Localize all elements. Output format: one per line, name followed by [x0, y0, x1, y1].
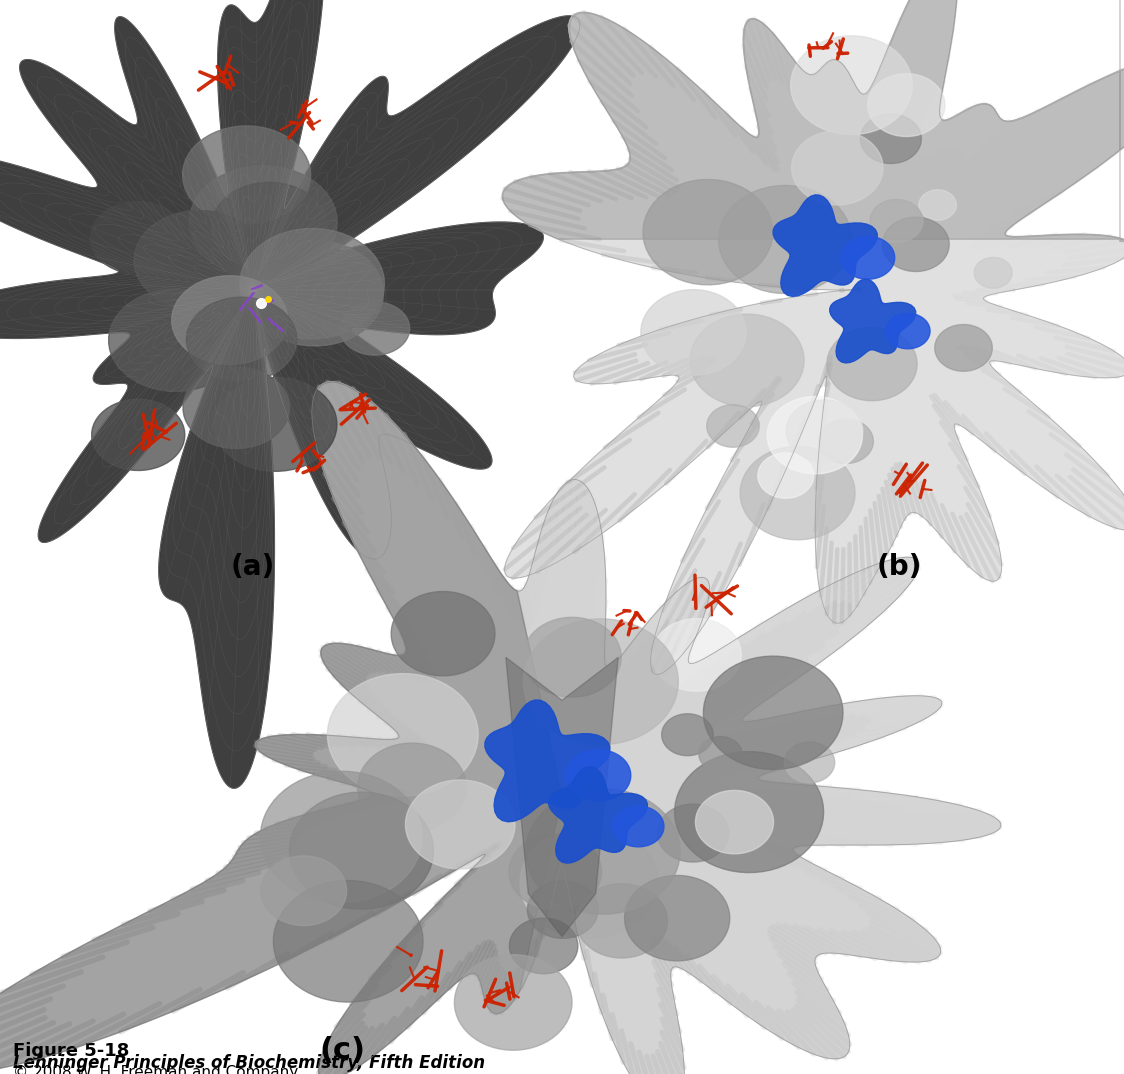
Text: (c): (c) [320, 1035, 365, 1065]
Polygon shape [658, 804, 728, 862]
Polygon shape [690, 314, 804, 407]
Polygon shape [652, 619, 742, 692]
Polygon shape [239, 229, 384, 339]
Polygon shape [90, 202, 185, 274]
Polygon shape [935, 324, 992, 372]
Text: (a): (a) [230, 553, 275, 581]
Polygon shape [454, 955, 572, 1050]
Polygon shape [791, 131, 883, 205]
Polygon shape [870, 200, 923, 243]
Polygon shape [786, 400, 863, 462]
Polygon shape [261, 771, 423, 902]
Polygon shape [506, 657, 618, 937]
Polygon shape [818, 419, 873, 464]
Polygon shape [566, 750, 631, 801]
Polygon shape [0, 382, 1000, 1074]
Polygon shape [641, 290, 746, 375]
Polygon shape [526, 788, 680, 914]
Polygon shape [882, 217, 950, 272]
Polygon shape [830, 279, 916, 363]
Polygon shape [704, 656, 843, 769]
Polygon shape [290, 793, 434, 910]
Text: Lehninger Principles of Biochemistry, Fifth Edition: Lehninger Principles of Biochemistry, Fi… [13, 1054, 486, 1072]
Polygon shape [674, 752, 824, 872]
Polygon shape [919, 190, 957, 220]
Polygon shape [613, 807, 664, 846]
Polygon shape [699, 737, 742, 771]
Polygon shape [868, 74, 945, 136]
Polygon shape [273, 881, 423, 1002]
Polygon shape [246, 241, 383, 346]
Polygon shape [391, 592, 495, 676]
Polygon shape [183, 367, 290, 449]
Polygon shape [261, 856, 346, 926]
Polygon shape [785, 742, 835, 783]
Polygon shape [662, 714, 714, 756]
Polygon shape [502, 0, 1124, 674]
Polygon shape [92, 400, 184, 470]
Polygon shape [975, 258, 1013, 288]
Polygon shape [643, 179, 773, 285]
Polygon shape [339, 302, 410, 355]
Polygon shape [0, 382, 562, 1074]
Text: (b): (b) [877, 553, 922, 581]
Polygon shape [509, 834, 601, 910]
Polygon shape [327, 673, 478, 796]
Polygon shape [215, 377, 337, 471]
Polygon shape [577, 884, 668, 958]
Polygon shape [509, 918, 578, 974]
Polygon shape [827, 328, 917, 401]
Polygon shape [773, 194, 877, 296]
Polygon shape [406, 780, 515, 869]
Polygon shape [182, 126, 310, 223]
Polygon shape [718, 186, 852, 293]
Polygon shape [886, 314, 930, 349]
Polygon shape [790, 35, 913, 134]
Text: © 2008 W. H. Freeman and Company: © 2008 W. H. Freeman and Company [13, 1065, 299, 1074]
Polygon shape [841, 236, 895, 279]
Polygon shape [189, 165, 337, 279]
Polygon shape [172, 276, 288, 364]
Polygon shape [707, 405, 759, 447]
Polygon shape [625, 875, 729, 961]
Polygon shape [549, 767, 647, 863]
Polygon shape [861, 114, 922, 163]
Polygon shape [134, 211, 264, 310]
Polygon shape [758, 453, 814, 498]
Polygon shape [520, 826, 659, 939]
Text: Figure 5-18: Figure 5-18 [13, 1042, 130, 1060]
Polygon shape [696, 790, 773, 854]
Polygon shape [0, 0, 580, 788]
Polygon shape [211, 183, 327, 271]
Polygon shape [187, 297, 297, 381]
Polygon shape [109, 289, 243, 391]
Polygon shape [523, 618, 622, 697]
Polygon shape [768, 396, 862, 474]
Polygon shape [527, 881, 598, 939]
Polygon shape [357, 743, 466, 831]
Polygon shape [740, 447, 855, 540]
Polygon shape [484, 700, 610, 822]
Polygon shape [524, 619, 679, 744]
